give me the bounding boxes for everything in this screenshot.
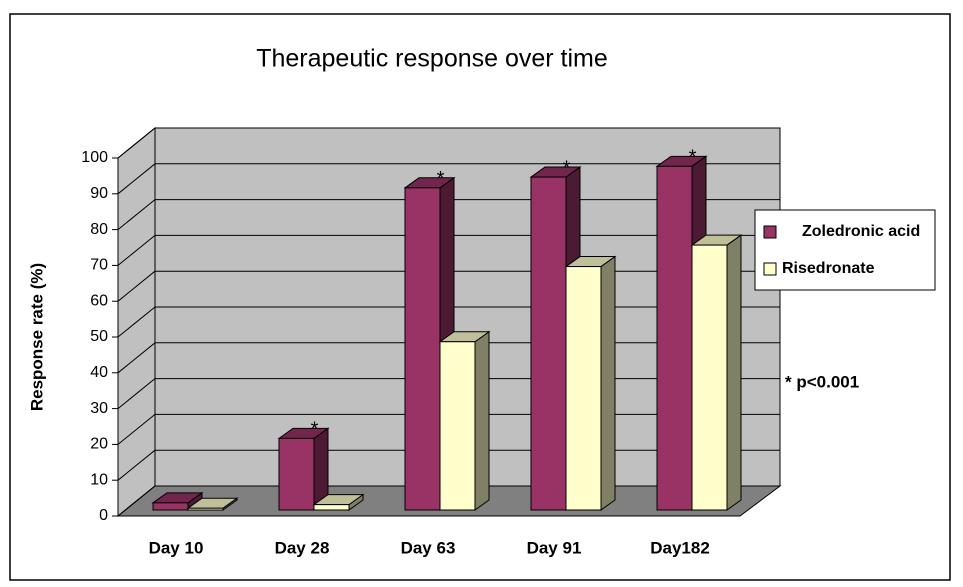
x-tick-label: Day 28 [275, 538, 330, 557]
bar [690, 234, 743, 511]
y-tick-label: 20 [90, 436, 108, 453]
y-tick-label: 90 [90, 185, 108, 202]
significance-mark: * [437, 168, 445, 190]
legend-box [754, 209, 936, 291]
y-tick-label: 10 [90, 471, 108, 488]
grid-line [117, 163, 156, 195]
grid-line [117, 127, 156, 159]
significance-mark: * [689, 147, 697, 169]
grid-line [117, 449, 156, 481]
legend-label: Zoledronic acid [802, 223, 920, 240]
bar-side [726, 234, 742, 511]
y-tick-label: 0 [99, 507, 108, 524]
bar-front [439, 341, 476, 511]
bar-front [187, 507, 224, 511]
grid-line [117, 414, 156, 445]
y-tick-label: 50 [90, 328, 108, 345]
y-tick-label: 70 [90, 257, 108, 274]
x-tick-label: Day 63 [401, 538, 456, 557]
legend-swatch [763, 225, 777, 239]
x-tick-label: Day182 [650, 538, 710, 557]
grid-line [117, 378, 156, 409]
bar-front [565, 266, 602, 511]
bar-front [404, 187, 441, 511]
bar [564, 255, 617, 511]
bar-front [691, 244, 728, 511]
bar-front [530, 176, 567, 511]
grid-line [117, 485, 156, 517]
significance-mark: * [563, 157, 571, 179]
bar-side [600, 255, 616, 511]
bar [438, 330, 491, 511]
y-axis-label: Response rate (%) [27, 263, 46, 411]
bar [186, 497, 239, 511]
grid-line [117, 306, 156, 338]
legend-swatch [763, 262, 777, 276]
y-tick-label: 60 [90, 292, 108, 309]
bar [277, 427, 330, 511]
y-tick-label: 30 [90, 400, 108, 417]
grid-line [117, 199, 156, 230]
y-tick-label: 100 [81, 149, 108, 166]
grid-line [117, 235, 156, 266]
grid-line [117, 270, 156, 302]
grid-line [117, 342, 156, 374]
bar [312, 493, 365, 511]
bar-side [474, 330, 490, 511]
bar-front [152, 502, 189, 511]
significance-mark: * [311, 419, 319, 441]
note: * p<0.001 [785, 372, 859, 391]
bar-front [278, 437, 315, 511]
y-tick-label: 40 [90, 364, 108, 381]
y-tick-label: 80 [90, 221, 108, 238]
bar-front [313, 504, 350, 511]
x-tick-label: Day 10 [149, 538, 204, 557]
chart-title: Therapeutic response over time [256, 45, 608, 73]
x-tick-label: Day 91 [527, 538, 582, 557]
legend-label: Risedronate [782, 260, 875, 277]
bar-front [656, 165, 693, 511]
